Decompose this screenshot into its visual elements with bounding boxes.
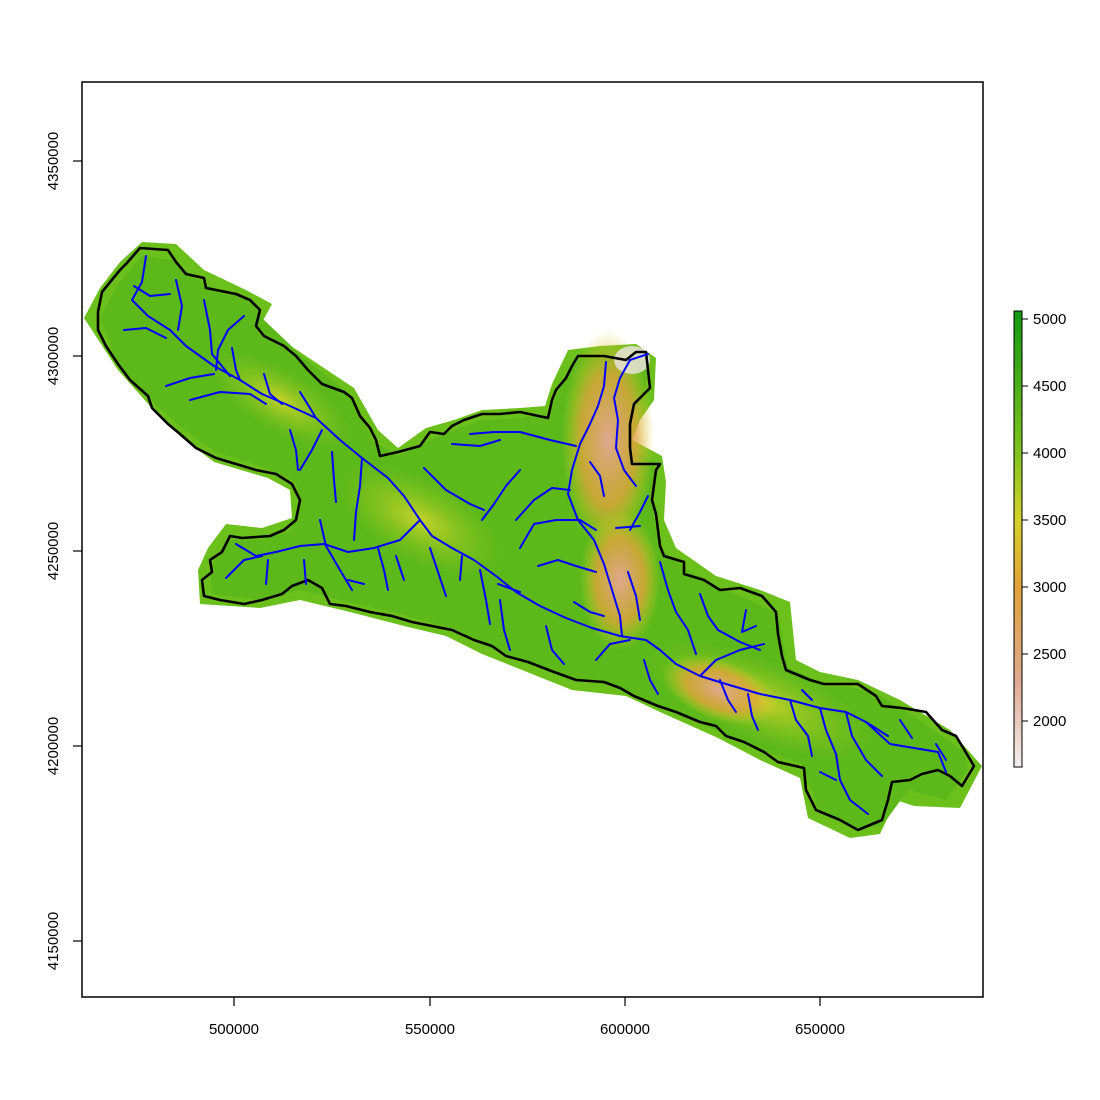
legend-label: 4000 [1033, 445, 1066, 462]
river-trib-07 [165, 373, 215, 387]
river-trib-31 [515, 487, 571, 521]
river-trib-38 [613, 353, 649, 487]
river-trib-58 [801, 689, 813, 701]
river-trib-43 [595, 639, 631, 661]
river-trib-50 [747, 693, 759, 731]
river-trib-15 [235, 519, 421, 557]
raster-orange-zone [562, 330, 654, 550]
river-trib-13 [331, 451, 337, 503]
river-trib-35 [545, 625, 565, 665]
river-trib-36 [573, 601, 605, 617]
main-river [131, 255, 889, 737]
river-trib-01 [133, 285, 171, 297]
river-trib-06 [231, 347, 241, 381]
river-trib-51 [789, 699, 813, 757]
river-trib-22 [395, 555, 405, 581]
x-tick-label: 500000 [209, 1021, 259, 1038]
y-tick-label: 4250000 [45, 522, 62, 580]
river-trib-42 [627, 571, 641, 621]
raster-yellow-zone-3 [209, 352, 351, 448]
river-trib-55 [865, 721, 947, 773]
river-trib-08 [189, 391, 267, 405]
river-trib-32 [519, 519, 597, 549]
x-tick-label: 550000 [405, 1021, 455, 1038]
river-trib-05 [215, 315, 245, 371]
river-trib-44 [643, 659, 659, 695]
watershed-boundary [96, 246, 976, 832]
river-network [123, 255, 947, 815]
legend-label: 2000 [1033, 713, 1066, 730]
river-trib-10 [299, 391, 317, 419]
river-trib-34 [497, 583, 521, 593]
x-tick-label: 650000 [795, 1021, 845, 1038]
river-trib-26 [499, 599, 511, 651]
river-trib-49 [719, 679, 737, 713]
river-trib-28 [451, 439, 501, 447]
river-trib-46 [699, 593, 761, 651]
river-trib-33 [537, 559, 597, 573]
river-trib-29 [469, 431, 577, 447]
river-trib-04 [203, 299, 231, 377]
legend-color-bar [1013, 310, 1023, 768]
river-trib-30 [481, 469, 521, 521]
river-trib-39 [589, 461, 605, 497]
river-trib-48 [741, 609, 757, 633]
river-trib-14 [353, 457, 363, 541]
river-trib-37 [567, 361, 623, 637]
river-trib-40 [629, 495, 649, 531]
river-trib-02 [123, 327, 167, 339]
river-trib-03 [175, 279, 183, 331]
river-trib-45 [659, 561, 697, 655]
river-trib-18 [303, 559, 307, 585]
river-trib-53 [845, 711, 883, 777]
legend-label: 3000 [1033, 579, 1066, 596]
plot-frame [81, 81, 984, 998]
y-axis [73, 160, 82, 942]
legend-label: 3500 [1033, 512, 1066, 529]
river-trib-09 [263, 373, 283, 405]
river-trib-21 [377, 547, 389, 591]
river-trib-56 [899, 719, 913, 739]
river-trib-25 [479, 569, 491, 625]
y-tick-label: 4300000 [45, 327, 62, 385]
x-tick-label: 600000 [600, 1021, 650, 1038]
legend-label: 4500 [1033, 378, 1066, 395]
river-trib-11 [289, 429, 299, 471]
elevation-legend: 5000 4500 4000 3500 3000 2500 2000 [1013, 310, 1066, 768]
y-tick-label: 4350000 [45, 132, 62, 190]
river-trib-12 [299, 429, 323, 471]
legend-label: 5000 [1033, 311, 1066, 328]
river-trib-23 [429, 547, 447, 597]
river-trib-24 [459, 555, 463, 581]
river-trib-52 [819, 707, 869, 815]
river-trib-20 [347, 579, 365, 585]
legend-label: 2500 [1033, 646, 1066, 663]
river-trib-41 [615, 525, 641, 529]
river-trib-17 [265, 559, 269, 585]
river-trib-47 [699, 643, 765, 677]
elevation-raster [84, 242, 982, 838]
river-trib-19 [319, 519, 353, 591]
y-tick-label: 4200000 [45, 717, 62, 775]
x-axis [233, 997, 821, 1006]
river-trib-54 [819, 771, 837, 781]
river-trib-16 [225, 555, 263, 579]
river-trib-27 [423, 467, 485, 511]
y-tick-label: 4150000 [45, 912, 62, 970]
river-trib-57 [935, 743, 947, 761]
